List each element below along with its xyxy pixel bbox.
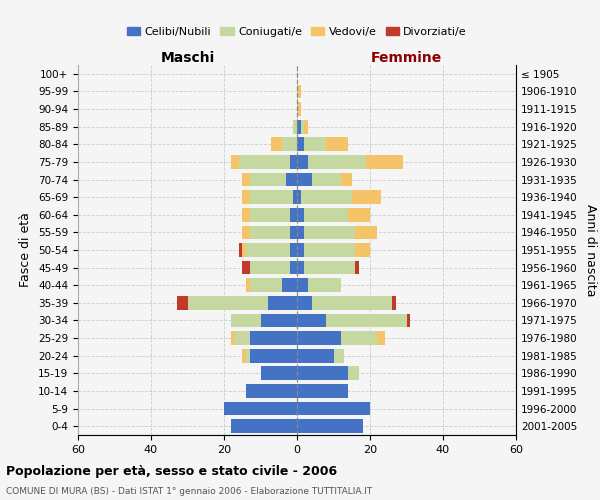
- Bar: [224, 402, 297, 415]
- Bar: [297, 349, 334, 362]
- Y-axis label: Fasce di età: Fasce di età: [19, 212, 32, 288]
- Bar: [250, 331, 297, 345]
- Bar: [355, 226, 377, 239]
- Bar: [246, 384, 297, 398]
- Bar: [348, 366, 359, 380]
- Bar: [352, 190, 381, 204]
- Bar: [260, 366, 297, 380]
- Legend: Celibi/Nubili, Coniugati/e, Vedovi/e, Divorziati/e: Celibi/Nubili, Coniugati/e, Vedovi/e, Di…: [122, 22, 472, 42]
- Bar: [297, 420, 362, 433]
- Bar: [235, 331, 250, 345]
- Bar: [301, 120, 304, 134]
- Bar: [297, 278, 308, 292]
- Bar: [392, 296, 395, 310]
- Bar: [290, 226, 297, 239]
- Bar: [348, 208, 370, 222]
- Bar: [232, 420, 297, 433]
- Bar: [297, 172, 311, 186]
- Bar: [242, 208, 250, 222]
- Bar: [297, 314, 326, 328]
- Bar: [250, 260, 290, 274]
- Bar: [187, 296, 268, 310]
- Bar: [311, 172, 341, 186]
- Text: Femmine: Femmine: [371, 51, 442, 65]
- Bar: [297, 243, 304, 257]
- Bar: [239, 155, 290, 169]
- Bar: [341, 172, 352, 186]
- Bar: [297, 366, 348, 380]
- Bar: [304, 260, 355, 274]
- Bar: [297, 296, 311, 310]
- Bar: [242, 190, 250, 204]
- Bar: [290, 260, 297, 274]
- Bar: [242, 226, 250, 239]
- Bar: [367, 155, 403, 169]
- Bar: [232, 314, 260, 328]
- Bar: [246, 349, 250, 362]
- Bar: [242, 349, 246, 362]
- Bar: [297, 260, 304, 274]
- Bar: [271, 138, 283, 151]
- Bar: [308, 155, 367, 169]
- Bar: [268, 296, 297, 310]
- Bar: [407, 314, 410, 328]
- Bar: [297, 384, 348, 398]
- Bar: [293, 190, 297, 204]
- Bar: [283, 278, 297, 292]
- Bar: [239, 243, 242, 257]
- Bar: [246, 243, 290, 257]
- Bar: [286, 172, 297, 186]
- Bar: [297, 190, 301, 204]
- Bar: [304, 120, 308, 134]
- Bar: [297, 84, 301, 98]
- Bar: [304, 243, 355, 257]
- Bar: [250, 278, 283, 292]
- Bar: [297, 402, 370, 415]
- Bar: [297, 208, 304, 222]
- Bar: [334, 349, 344, 362]
- Bar: [297, 331, 341, 345]
- Bar: [304, 226, 355, 239]
- Bar: [290, 243, 297, 257]
- Y-axis label: Anni di nascita: Anni di nascita: [584, 204, 597, 296]
- Bar: [355, 260, 359, 274]
- Bar: [250, 208, 290, 222]
- Bar: [250, 349, 297, 362]
- Bar: [297, 155, 308, 169]
- Text: Popolazione per età, sesso e stato civile - 2006: Popolazione per età, sesso e stato civil…: [6, 465, 337, 478]
- Bar: [355, 243, 370, 257]
- Bar: [242, 243, 246, 257]
- Bar: [250, 190, 293, 204]
- Bar: [326, 314, 407, 328]
- Bar: [297, 120, 301, 134]
- Bar: [308, 278, 341, 292]
- Bar: [297, 102, 301, 116]
- Text: COMUNE DI MURA (BS) - Dati ISTAT 1° gennaio 2006 - Elaborazione TUTTITALIA.IT: COMUNE DI MURA (BS) - Dati ISTAT 1° genn…: [6, 488, 372, 496]
- Bar: [260, 314, 297, 328]
- Bar: [297, 138, 304, 151]
- Bar: [326, 138, 348, 151]
- Bar: [301, 190, 352, 204]
- Bar: [297, 226, 304, 239]
- Bar: [246, 278, 250, 292]
- Bar: [242, 172, 250, 186]
- Bar: [232, 331, 235, 345]
- Bar: [341, 331, 377, 345]
- Text: Maschi: Maschi: [160, 51, 215, 65]
- Bar: [283, 138, 297, 151]
- Bar: [232, 155, 239, 169]
- Bar: [290, 208, 297, 222]
- Bar: [304, 208, 348, 222]
- Bar: [250, 172, 286, 186]
- Bar: [293, 120, 297, 134]
- Bar: [377, 331, 385, 345]
- Bar: [250, 226, 290, 239]
- Bar: [311, 296, 392, 310]
- Bar: [304, 138, 326, 151]
- Bar: [290, 155, 297, 169]
- Bar: [242, 260, 250, 274]
- Bar: [176, 296, 187, 310]
